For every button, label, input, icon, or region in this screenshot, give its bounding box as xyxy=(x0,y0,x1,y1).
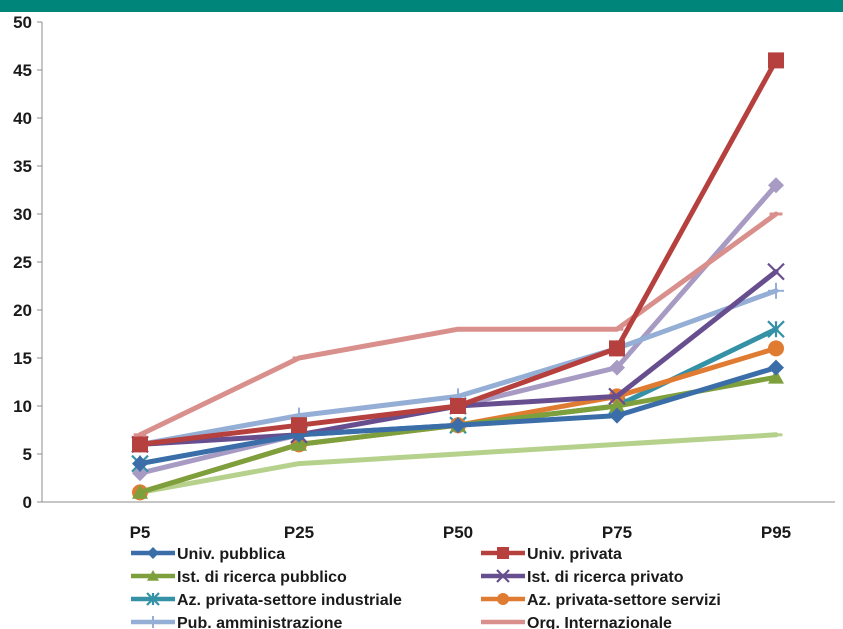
data-point xyxy=(768,340,784,357)
data-point xyxy=(768,359,784,376)
legend-label: Univ. privata xyxy=(527,546,622,563)
data-point xyxy=(768,177,784,194)
x-tick-label: P25 xyxy=(284,523,314,542)
legend-item: Org. Internazionale xyxy=(481,615,672,629)
data-point xyxy=(609,398,625,413)
legend-item: Az. privata-settore servizi xyxy=(481,592,721,609)
data-point xyxy=(768,282,784,299)
header-bar xyxy=(0,0,843,12)
data-point xyxy=(146,592,160,606)
data-point xyxy=(608,387,626,406)
legend-item: Univ. privata xyxy=(481,546,622,563)
data-point xyxy=(496,569,510,583)
series xyxy=(132,52,784,453)
y-tick-label: 10 xyxy=(13,397,32,416)
y-tick-label: 50 xyxy=(13,13,32,32)
y-tick-label: 20 xyxy=(13,301,32,320)
data-point xyxy=(768,369,784,384)
y-tick-label: 25 xyxy=(13,253,32,272)
data-point xyxy=(609,340,625,357)
legend-label: Org. Internazionale xyxy=(527,615,672,629)
data-point xyxy=(147,570,159,581)
legend-label: Pub. amministrazione xyxy=(177,615,342,629)
legend-item: Ist. di ricerca pubblico xyxy=(131,569,347,586)
series xyxy=(133,211,783,438)
data-point xyxy=(497,593,509,605)
y-tick-label: 40 xyxy=(13,109,32,128)
x-tick-label: P75 xyxy=(602,523,632,542)
legend-label: Az. privata-settore industriale xyxy=(177,592,402,609)
legend-item: Univ. pubblica xyxy=(131,546,285,563)
series xyxy=(132,359,784,472)
legend-label: Ist. di ricerca pubblico xyxy=(177,569,347,586)
y-tick-label: 45 xyxy=(13,61,32,80)
legend-label: Az. privata-settore servizi xyxy=(527,592,721,609)
y-tick-label: 0 xyxy=(23,493,32,512)
data-point xyxy=(609,407,625,424)
y-tick-label: 5 xyxy=(23,445,32,464)
data-point xyxy=(147,616,159,628)
axes: 0 5 10 15 20 25 30 35 40 45 50 P5 P25 P50 P75 P95 xyxy=(13,13,835,542)
data-point xyxy=(767,262,785,281)
x-tick-label: P95 xyxy=(761,523,791,542)
data-point xyxy=(132,436,148,453)
legend-item: Ist. di ricerca privato xyxy=(481,569,684,586)
y-tick-label: 35 xyxy=(13,157,32,176)
data-point-stroke xyxy=(767,262,785,281)
data-point-stroke xyxy=(496,569,510,583)
data-point xyxy=(291,417,307,434)
y-tick-label: 15 xyxy=(13,349,32,368)
data-point xyxy=(132,465,148,482)
series-lines xyxy=(131,52,785,501)
legend-item: Az. privata-settore industriale xyxy=(131,592,402,609)
y-tick-label: 30 xyxy=(13,205,32,224)
data-point xyxy=(768,52,784,69)
data-point xyxy=(497,547,509,559)
data-point-stroke xyxy=(608,387,626,406)
data-point xyxy=(147,547,159,559)
legend: Univ. pubblica Univ. privata Ist. di ricer… xyxy=(131,546,721,629)
data-point xyxy=(291,436,307,451)
x-tick-label: P5 xyxy=(130,523,151,542)
data-point xyxy=(609,359,625,376)
x-tick-label: P50 xyxy=(443,523,473,542)
legend-label: Univ. pubblica xyxy=(177,546,285,563)
data-point xyxy=(450,398,466,414)
legend-item: Pub. amministrazione xyxy=(131,615,342,629)
data-point xyxy=(132,455,148,472)
data-point xyxy=(132,484,148,499)
legend-label: Ist. di ricerca privato xyxy=(527,569,684,586)
data-point xyxy=(767,320,785,338)
data-point xyxy=(450,417,466,434)
